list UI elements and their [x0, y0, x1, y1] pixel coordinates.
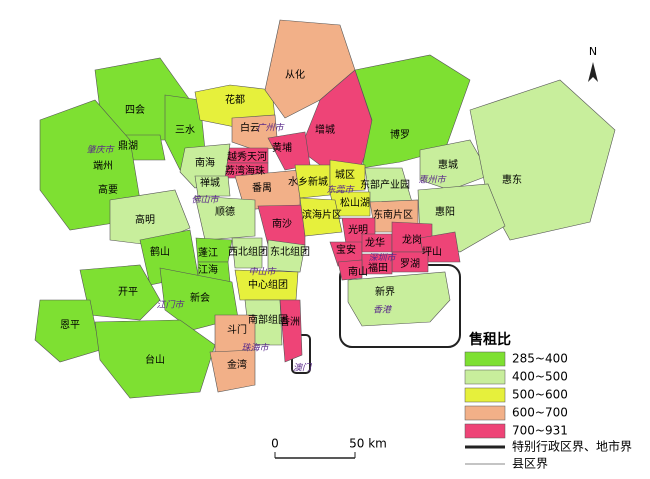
legend-swatch [464, 423, 506, 439]
region-label: 南部组团 [248, 313, 288, 326]
region-label: 荔湾海珠 [225, 164, 265, 177]
region [299, 197, 343, 237]
legend-label: 600~700 [512, 406, 568, 420]
region-label: 惠东 [502, 173, 522, 186]
city-label: 澳门 [293, 363, 313, 374]
region-label: 高明 [135, 213, 155, 226]
region-label: 水乡新城 [288, 175, 328, 188]
region-label: 光明 [348, 223, 368, 236]
region-label: 蓬江 [198, 247, 218, 259]
region-label: 坪山 [422, 245, 442, 258]
region-label: 松山湖 [340, 196, 370, 209]
legend-label: 500~600 [512, 388, 568, 402]
scale-label: 50 km [349, 437, 387, 451]
region-label: 新会 [190, 291, 210, 304]
region [209, 349, 256, 393]
legend-title: 售租比 [468, 331, 511, 348]
region-label: 花都 [225, 93, 245, 106]
city-label: 东莞市 [326, 185, 355, 196]
region-label: 高要 [98, 183, 118, 196]
region-label: 禅城 [200, 176, 220, 189]
region-label: 龙岗 [402, 233, 422, 246]
region [34, 299, 101, 363]
city-label: 珠海市 [241, 343, 270, 354]
region-label: 新界 [375, 285, 395, 298]
region [279, 299, 303, 363]
region-label: 香洲 [280, 316, 300, 328]
legend-swatch [464, 351, 506, 367]
region-label: 从化 [285, 68, 305, 81]
region [194, 175, 231, 197]
region [231, 237, 263, 269]
region-label: 顺德 [215, 205, 235, 218]
legend-label: 700~931 [512, 424, 568, 438]
scale-label: 0 [271, 437, 279, 451]
region-label: 城区 [335, 169, 355, 181]
region-label: 斗门 [227, 323, 247, 336]
region-label: 南海 [195, 156, 215, 169]
region-label: 番禺 [252, 182, 272, 194]
region-label: 惠阳 [435, 205, 455, 218]
region [419, 139, 491, 191]
city-label: 肇庆市 [86, 145, 115, 156]
region-label: 恩平 [60, 319, 80, 331]
region-label: 开平 [118, 287, 138, 298]
region-label: 鼎湖 [118, 140, 138, 152]
region [194, 195, 256, 241]
region [294, 164, 331, 199]
region-label: 东北组团 [270, 245, 310, 258]
region-label: 四会 [125, 103, 145, 116]
legend-label: 县区界 [512, 457, 548, 471]
city-label: 香港 [373, 305, 393, 316]
region-label: 江海 [198, 263, 218, 276]
region-label: 西北组团 [228, 245, 268, 258]
region-label: 南山 [348, 265, 368, 278]
region-label: 中心组团 [248, 278, 288, 291]
legend-swatch [464, 387, 506, 403]
region [267, 239, 306, 273]
city-label: 佛山市 [191, 195, 220, 206]
region-label: 龙华 [365, 236, 385, 249]
legend-label: 特别行政区界、地市界 [512, 439, 632, 454]
region-label: 滨海片区 [302, 208, 342, 221]
region [94, 319, 216, 399]
region-label: 惠城 [438, 158, 458, 171]
region-label: 东部产业园 [360, 178, 410, 191]
region [337, 259, 363, 281]
region-label: 台山 [145, 353, 165, 366]
region-label: 金湾 [227, 358, 247, 371]
region-label: 增城 [315, 123, 335, 136]
region-label: 福田 [368, 261, 388, 274]
region-label: 越秀天河 [227, 150, 267, 163]
region [347, 271, 451, 327]
north-label: N [589, 45, 597, 58]
city-label: 深圳市 [368, 253, 397, 264]
city-label: 中山市 [248, 267, 277, 278]
city-label: 江门市 [156, 300, 185, 311]
region-label: 三水 [175, 124, 195, 136]
region-label: 黄埔 [272, 141, 292, 154]
city-label: 广州市 [256, 123, 285, 134]
region-label: 白云 [240, 121, 260, 134]
region-label: 宝安 [336, 243, 356, 256]
legend-label: 400~500 [512, 370, 568, 384]
region [329, 159, 366, 193]
legend-swatch [464, 369, 506, 385]
legend-swatch [464, 405, 506, 421]
city-label: 惠州市 [418, 175, 447, 186]
region-label: 博罗 [390, 128, 410, 141]
legend-label: 285~400 [512, 352, 568, 366]
region-label: 南沙 [272, 217, 292, 230]
region-label: 端州 [93, 159, 113, 172]
region-label: 鹤山 [150, 245, 170, 258]
north-arrow [588, 62, 598, 82]
region-label: 东南片区 [373, 208, 413, 221]
region-label: 罗湖 [400, 258, 420, 270]
